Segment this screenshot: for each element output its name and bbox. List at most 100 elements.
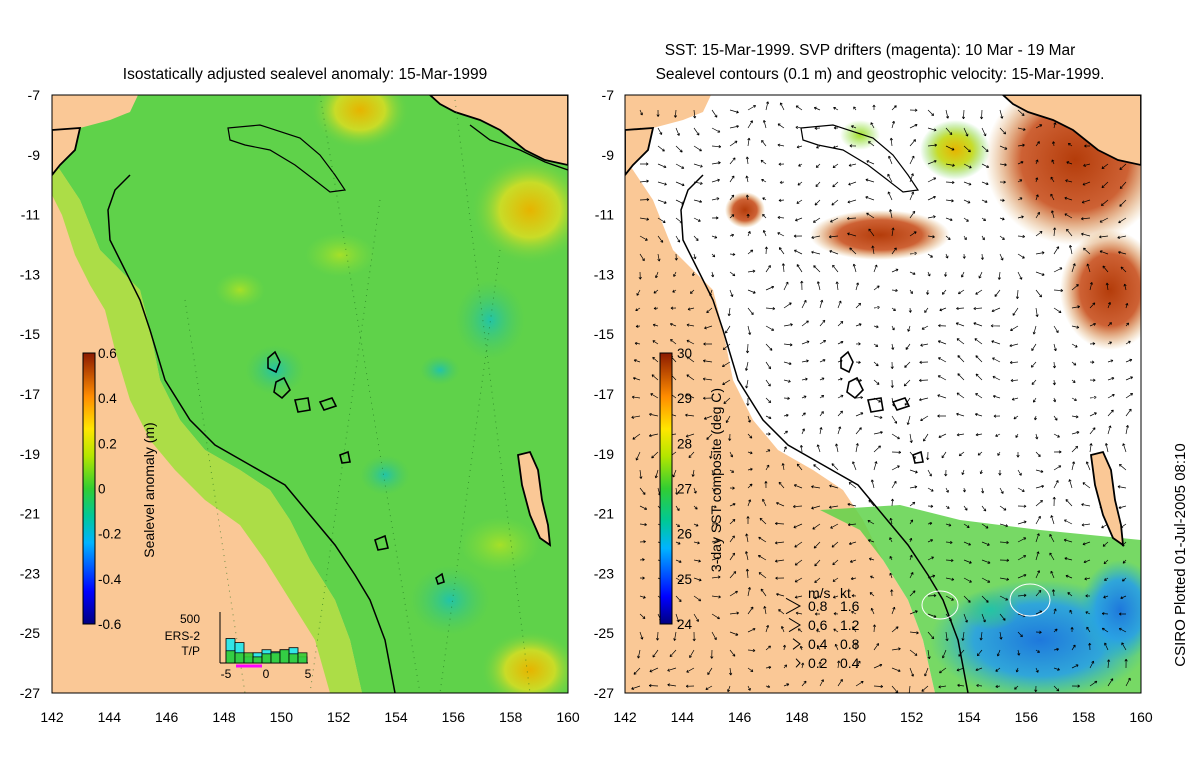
lon-tick-label: 146 bbox=[728, 709, 752, 725]
inset-xtick-5: 5 bbox=[305, 667, 312, 681]
right-latitude-ticks: -7 -9 -11 -13 -15 -17 -19 -21 -23 -25 -27 bbox=[594, 87, 614, 701]
velocity-key-kt: 0.8 bbox=[840, 636, 860, 652]
lon-tick-label: 152 bbox=[900, 709, 924, 725]
colorbar-tick-label: -0.6 bbox=[98, 617, 121, 632]
left-new-caledonia bbox=[517, 450, 552, 547]
sla-low-south bbox=[410, 565, 490, 635]
colorbar-tick-label: 0 bbox=[98, 482, 106, 497]
right-map-panel: SST: 15-Mar-1999. SVP drifters (magenta)… bbox=[624, 42, 1142, 694]
colorbar-tick-label: 25 bbox=[677, 572, 692, 587]
credit-text: CSIRO Plotted 01-Jul-2005 08:10 bbox=[1172, 443, 1189, 666]
left-satellite-tracks bbox=[184, 95, 531, 693]
lat-tick-label: -15 bbox=[20, 326, 40, 342]
colorbar-tick-label: 24 bbox=[677, 617, 693, 632]
right-sst-warm bbox=[725, 95, 1141, 350]
lat-tick-label: -23 bbox=[20, 565, 40, 581]
left-ocean-area bbox=[52, 95, 568, 693]
lon-tick-label: 154 bbox=[957, 709, 981, 725]
lon-tick-label: 144 bbox=[671, 709, 695, 725]
lat-tick-label: -9 bbox=[28, 147, 41, 163]
lat-tick-label: -13 bbox=[594, 266, 614, 282]
lat-tick-label: -11 bbox=[595, 207, 614, 223]
lon-tick-label: 158 bbox=[1072, 709, 1096, 725]
lon-tick-label: 142 bbox=[40, 709, 64, 725]
right-colorbar-ticks: 30 29 28 27 26 25 24 bbox=[677, 346, 693, 632]
velocity-key: m/s kt 0.8 1.6 0.6 1.2 0.4 0.8 0.2 0.4 bbox=[785, 585, 860, 671]
lon-tick-label: 152 bbox=[327, 709, 351, 725]
right-papua-peninsula bbox=[800, 124, 920, 193]
velocity-key-arrow bbox=[785, 597, 802, 615]
velocity-key-kt: 0.4 bbox=[840, 655, 860, 671]
velocity-key-kt: 1.2 bbox=[840, 617, 860, 633]
inset-bar-tp bbox=[297, 652, 308, 664]
velocity-key-rows: 0.8 1.6 0.6 1.2 0.4 0.8 0.2 0.4 bbox=[785, 597, 860, 671]
left-coastal-shelf bbox=[52, 160, 362, 693]
right-panel-title-line1: SST: 15-Mar-1999. SVP drifters (magenta)… bbox=[665, 42, 1076, 59]
velocity-key-header-ms: m/s bbox=[808, 585, 831, 601]
lat-tick-label: -27 bbox=[594, 685, 614, 701]
left-panel-title: Isostatically adjusted sealevel anomaly:… bbox=[123, 66, 487, 83]
lat-tick-label: -13 bbox=[20, 266, 40, 282]
inset-bar-tp bbox=[261, 653, 272, 664]
lon-tick-label: 146 bbox=[155, 709, 179, 725]
lat-tick-label: -11 bbox=[21, 207, 40, 223]
left-colorbar-ticks: 0.6 0.4 0.2 0 -0.2 -0.4 -0.6 bbox=[98, 346, 122, 632]
lon-tick-label: 156 bbox=[1015, 709, 1039, 725]
lon-tick-label: 158 bbox=[499, 709, 523, 725]
left-papua-peninsula bbox=[227, 124, 347, 193]
colorbar-tick-label: 30 bbox=[677, 346, 692, 361]
lon-tick-label: 160 bbox=[1129, 709, 1153, 725]
right-longitude-ticks: 142 144 146 148 150 152 154 156 158 160 bbox=[613, 709, 1153, 725]
sla-lime-3 bbox=[215, 272, 265, 308]
right-reef-islands bbox=[840, 350, 924, 464]
right-colorbar: 30 29 28 27 26 25 24 3-day SST composite (deg … bbox=[659, 346, 724, 632]
inset-xtick-0: 0 bbox=[263, 667, 270, 681]
lat-tick-label: -19 bbox=[20, 446, 40, 462]
lon-tick-label: 160 bbox=[556, 709, 580, 725]
right-new-guinea-land bbox=[1001, 95, 1141, 166]
velocity-key-header-kt: kt bbox=[840, 585, 851, 601]
inset-ymax-label: 500 bbox=[180, 612, 200, 626]
colorbar-tick-label: 29 bbox=[677, 391, 692, 406]
lat-tick-label: -7 bbox=[28, 87, 41, 103]
sla-low-mid bbox=[360, 455, 410, 495]
left-colorbar: 0.6 0.4 0.2 0 -0.2 -0.4 -0.6 Sealevel anomaly … bbox=[82, 346, 157, 632]
lat-tick-label: -23 bbox=[594, 565, 614, 581]
right-sealevel-contours bbox=[921, 583, 1051, 620]
colorbar-tick-label: 0.6 bbox=[98, 346, 117, 361]
lon-tick-label: 156 bbox=[442, 709, 466, 725]
right-queensland-coast bbox=[625, 127, 655, 177]
inset-bar-tp bbox=[279, 649, 290, 664]
lat-tick-label: -17 bbox=[594, 386, 614, 402]
right-colorbar-label: 3-day SST composite (deg C) bbox=[708, 388, 724, 572]
lon-tick-label: 144 bbox=[98, 709, 122, 725]
velocity-key-arrow bbox=[795, 658, 801, 668]
velocity-key-ms: 0.8 bbox=[808, 598, 828, 614]
right-new-caledonia bbox=[1090, 450, 1125, 547]
inset-legend-tp: T/P bbox=[181, 644, 200, 658]
right-panel-title-line2: Sealevel contours (0.1 m) and geostrophi… bbox=[656, 66, 1105, 83]
right-plot-frame bbox=[624, 94, 1142, 694]
colorbar-tick-label: 27 bbox=[677, 482, 692, 497]
velocity-key-ms: 0.2 bbox=[808, 655, 828, 671]
sla-low-center bbox=[245, 345, 305, 395]
inset-bar-tp bbox=[225, 650, 236, 664]
colorbar-tick-label: 0.2 bbox=[98, 436, 117, 451]
right-sst-cool bbox=[820, 505, 1141, 693]
sla-high-east bbox=[470, 155, 568, 265]
sla-lime-2 bbox=[305, 233, 375, 277]
sla-lime-1 bbox=[460, 517, 540, 573]
inset-bar-tp bbox=[288, 653, 299, 664]
right-shelf-contour bbox=[680, 174, 969, 693]
left-shelf-contour bbox=[107, 174, 396, 693]
lon-tick-label: 148 bbox=[212, 709, 236, 725]
left-queensland-coast bbox=[52, 127, 82, 177]
lon-tick-label: 150 bbox=[270, 709, 294, 725]
inset-xtick-neg5: -5 bbox=[221, 667, 232, 681]
inset-histogram: 500 ERS-2 T/P -5 0 5 bbox=[165, 612, 312, 681]
velocity-key-ms: 0.6 bbox=[808, 617, 828, 633]
inset-legend-ers2: ERS-2 bbox=[165, 629, 201, 643]
sla-low-east bbox=[455, 280, 525, 360]
colorbar-tick-label: 26 bbox=[677, 527, 692, 542]
lat-tick-label: -9 bbox=[602, 147, 615, 163]
